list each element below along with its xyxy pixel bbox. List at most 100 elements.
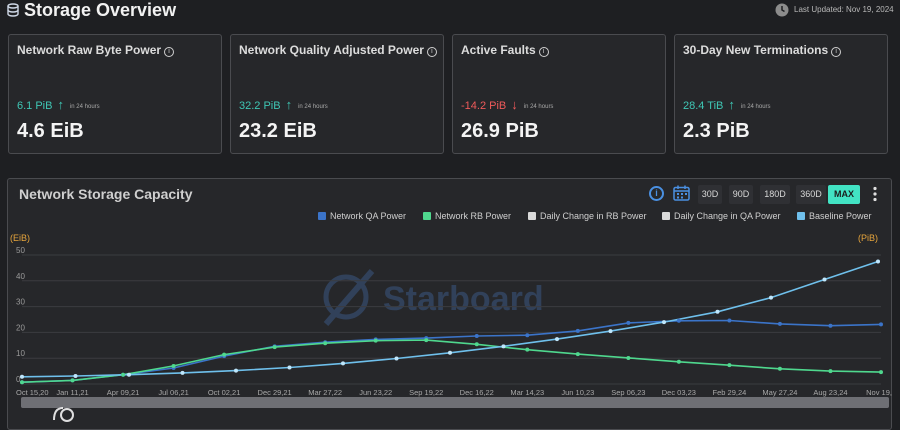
data-point[interactable] [879,370,883,375]
data-point[interactable] [474,334,479,339]
data-point[interactable] [501,344,506,349]
data-point[interactable] [448,350,452,355]
data-point[interactable] [777,366,782,371]
data-point[interactable] [828,323,833,328]
data-point[interactable] [769,295,773,300]
series-line-network-qa-power[interactable] [21,319,882,383]
data-point[interactable] [822,277,827,282]
card-title: 30-Day New Terminations i [683,43,842,57]
x-tick-label: Nov 19, [866,388,892,397]
y-tick-label: 30 [16,298,25,307]
info-icon[interactable]: i [649,186,664,201]
range-slider-selection[interactable] [21,397,889,408]
data-point[interactable] [608,329,613,334]
data-point[interactable] [287,365,292,370]
y-tick-label: 20 [16,323,25,332]
card-title: Active Faults i [461,43,549,57]
legend-item-qa-power[interactable]: Network QA Power [318,211,406,221]
x-tick-label: Jun 23,22 [359,388,392,397]
data-point[interactable] [171,363,176,368]
legend-item-baseline-power[interactable]: Baseline Power [797,211,872,221]
card-change: 28.4 TiB ↑ in 24 hours [683,97,771,112]
range-button-180d[interactable]: 180D [760,185,790,204]
data-point[interactable] [222,352,227,357]
data-point[interactable] [474,342,479,347]
series-line-network-rb-power[interactable] [21,339,882,383]
stat-card-qa-power: Network Quality Adjusted Power i 32.2 PiB… [230,34,444,154]
info-icon[interactable]: i [538,47,549,57]
data-point[interactable] [575,352,580,357]
x-tick-label: May 27,24 [762,388,797,397]
legend-item-daily-rb-change[interactable]: Daily Change in RB Power [528,211,647,221]
x-tick-label: Dec 16,22 [460,388,494,397]
chart-legend: Network QA Power Network RB Power Daily … [318,211,888,223]
range-button-360d[interactable]: 360D [796,185,826,204]
card-title: Network Raw Byte Power i [17,43,175,57]
data-point[interactable] [662,320,666,325]
data-point[interactable] [626,355,631,360]
data-point[interactable] [20,380,24,385]
data-point[interactable] [234,368,238,373]
storage-capacity-panel: Network Storage Capacity i 30D 90D 180D … [7,178,892,430]
data-point[interactable] [876,259,880,264]
data-point[interactable] [777,321,782,326]
y-tick-label: 50 [16,246,25,255]
storage-capacity-chart: Starboard 0 10 20 30 40 50 (EiB) (PiB) Oct 15,20… [10,233,892,408]
info-icon[interactable]: i [831,47,842,57]
card-value: 26.9 PiB [461,120,539,142]
data-point[interactable] [180,370,185,375]
x-tick-label: Apr 09,21 [107,388,140,397]
data-point[interactable] [727,363,732,368]
legend-item-daily-qa-change[interactable]: Daily Change in QA Power [662,211,781,221]
y-tick-label: 40 [16,272,25,281]
data-point[interactable] [323,341,328,346]
x-tick-label: Oct 02,21 [208,388,241,397]
data-point[interactable] [70,378,75,383]
data-point[interactable] [20,374,24,379]
data-point[interactable] [715,309,720,314]
data-point[interactable] [525,333,530,338]
x-tick-label: Jun 10,23 [561,388,594,397]
legend-item-rb-power[interactable]: Network RB Power [423,211,511,221]
data-point[interactable] [127,372,131,377]
x-tick-label: Feb 29,24 [713,388,747,397]
data-point[interactable] [575,328,580,333]
card-change: 32.2 PiB ↑ in 24 hours [239,97,328,112]
y-axis-right-unit: (PiB) [858,233,878,243]
range-button-30d[interactable]: 30D [698,185,722,204]
data-point[interactable] [828,369,833,374]
stat-card-new-terminations: 30-Day New Terminations i 28.4 TiB ↑ in 24 … [674,34,888,154]
x-tick-label: Mar 14,23 [510,388,544,397]
data-point[interactable] [394,356,399,361]
data-point[interactable] [555,337,559,342]
clock-icon [775,3,789,17]
stat-card-active-faults: Active Faults i -14.2 PiB ↓ in 24 hours 26.… [452,34,666,154]
arrow-up-icon: ↑ [57,97,64,112]
y-tick-label: 0 [16,375,21,384]
data-point[interactable] [727,318,732,323]
data-point[interactable] [424,338,429,343]
more-menu-icon[interactable] [872,186,878,202]
data-point[interactable] [676,359,681,364]
x-tick-label: Dec 29,21 [258,388,292,397]
data-point[interactable] [272,345,277,350]
data-point[interactable] [626,320,631,325]
data-point[interactable] [525,347,530,352]
page-title: Storage Overview [24,0,177,20]
info-icon[interactable]: i [426,47,437,57]
series-line-baseline-power[interactable] [21,260,879,378]
card-value: 2.3 PiB [683,120,750,142]
data-point[interactable] [341,361,345,366]
data-point[interactable] [73,374,78,379]
range-button-90d[interactable]: 90D [729,185,753,204]
data-point[interactable] [676,318,681,323]
info-icon[interactable]: i [164,47,175,57]
data-point[interactable] [879,322,883,327]
x-tick-label: Sep 19,22 [409,388,443,397]
range-button-max[interactable]: MAX [828,185,860,204]
calendar-icon[interactable] [673,185,690,201]
card-change: 6.1 PiB ↑ in 24 hours [17,97,100,112]
data-point[interactable] [373,338,378,343]
data-point[interactable] [121,372,126,377]
card-value: 4.6 EiB [17,120,84,142]
